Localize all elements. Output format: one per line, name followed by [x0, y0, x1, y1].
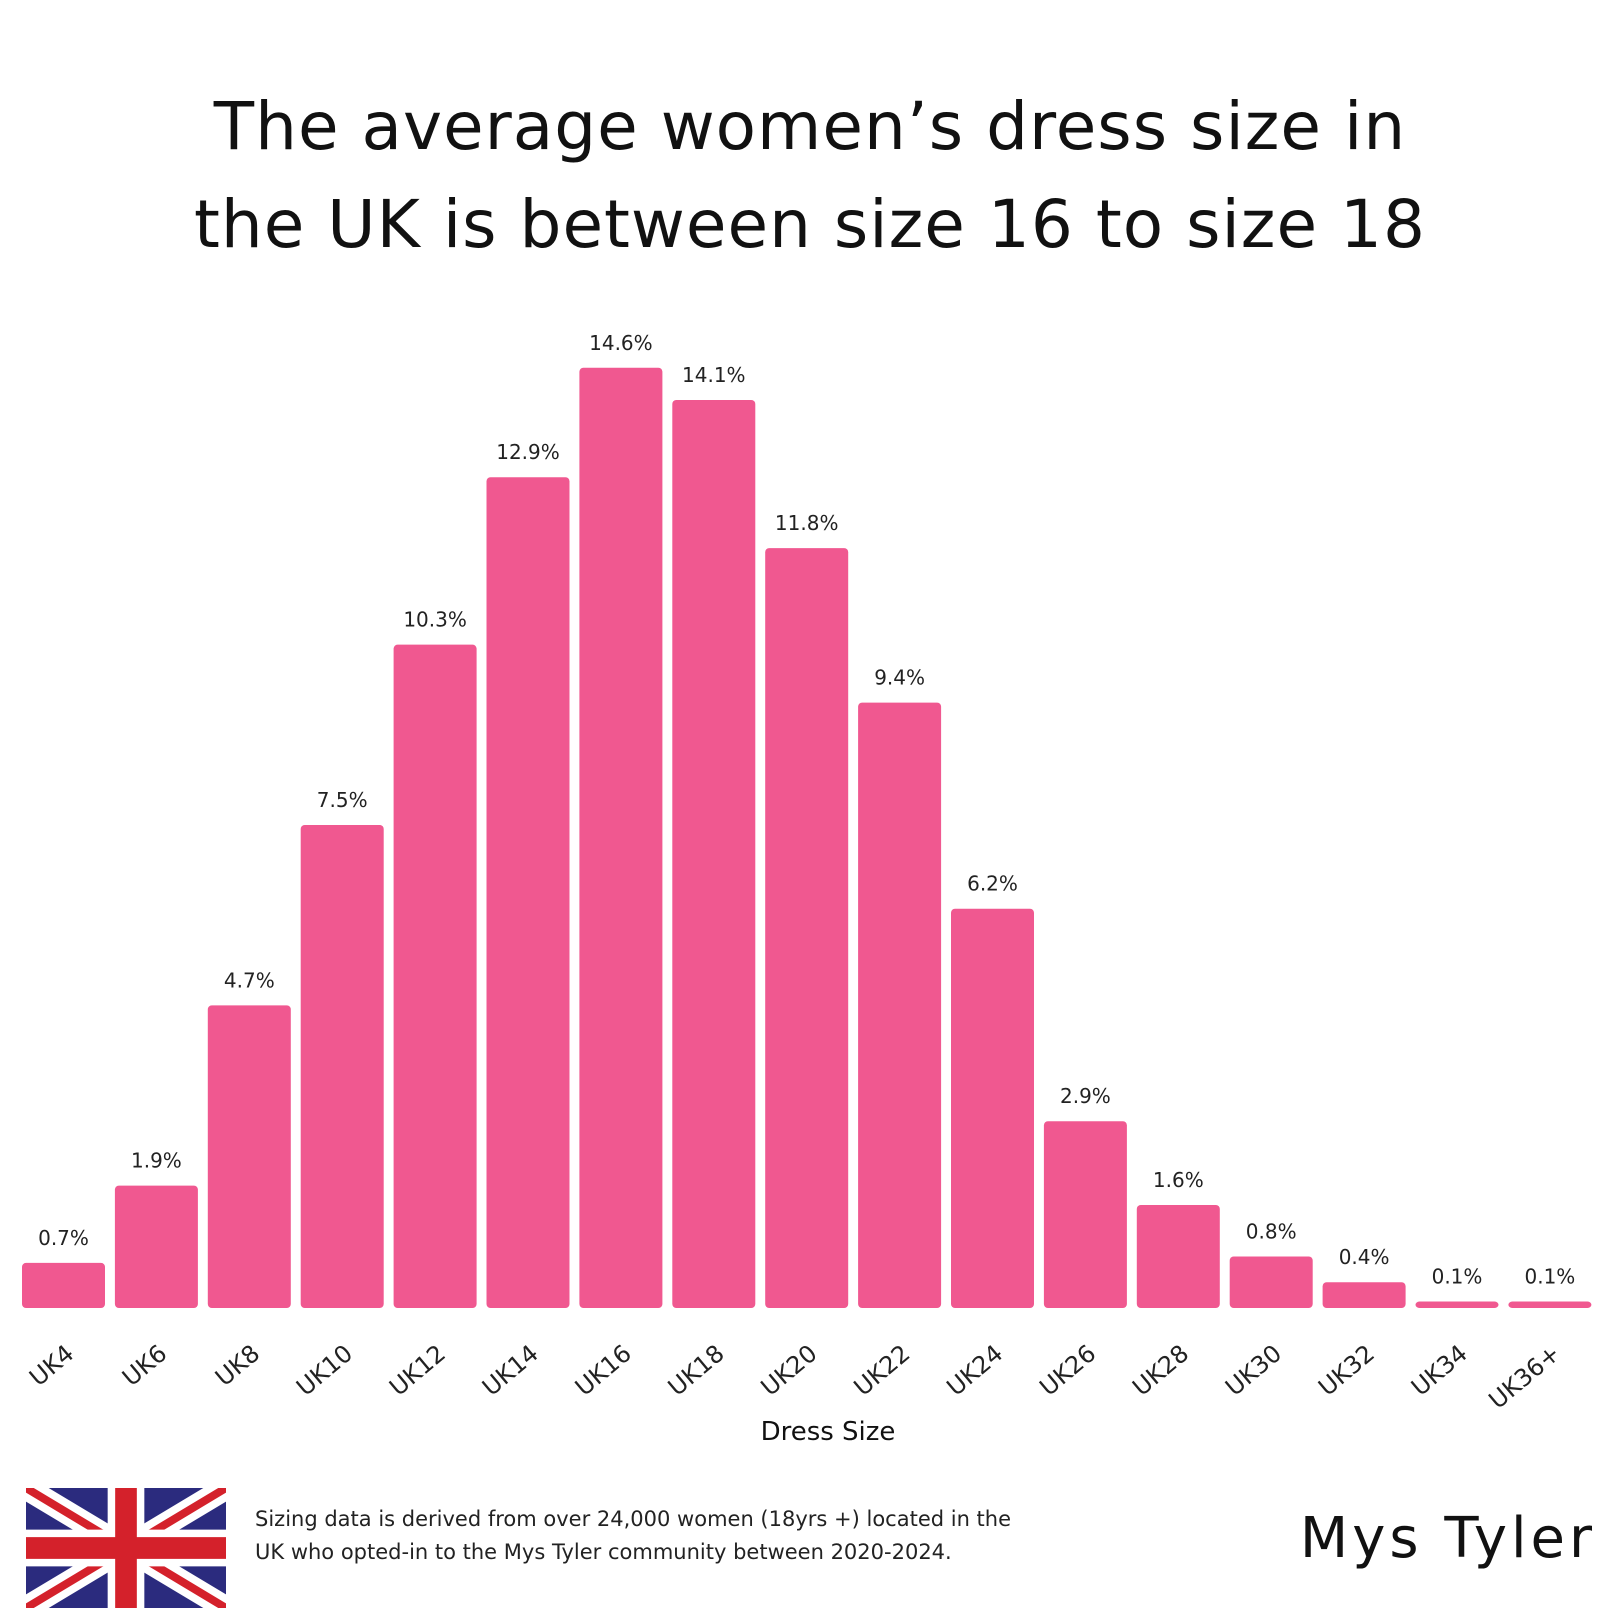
bar-uk18	[672, 399, 756, 1309]
value-label: 0.8%	[1246, 1219, 1297, 1243]
bar-uk16	[579, 367, 663, 1308]
value-label: 12.9%	[496, 440, 560, 464]
bar-uk20	[765, 548, 849, 1308]
x-tick-label: UK24	[941, 1339, 1008, 1401]
uk-flag-icon	[26, 1488, 226, 1608]
bar-uk8	[207, 1005, 291, 1308]
footnote-line-1: Sizing data is derived from over 24,000 …	[255, 1507, 1012, 1531]
value-label: 0.4%	[1339, 1245, 1390, 1269]
chart-title-line-1: The average women’s dress size in	[213, 88, 1407, 165]
bar-uk22	[858, 702, 942, 1308]
bar-uk4	[22, 1262, 105, 1308]
brand-logo: Mys Tyler	[1299, 1506, 1596, 1571]
bar-uk10	[300, 825, 384, 1308]
bar-uk30	[1229, 1256, 1313, 1308]
value-label: 9.4%	[874, 666, 925, 690]
x-tick-label: UK18	[663, 1339, 730, 1401]
value-label: 6.2%	[967, 872, 1018, 896]
footnote: Sizing data is derived from over 24,000 …	[255, 1503, 1135, 1569]
bar-uk34	[1415, 1301, 1499, 1308]
value-label: 14.1%	[682, 363, 746, 387]
value-label: 0.1%	[1432, 1265, 1483, 1289]
bar-uk24	[951, 908, 1034, 1308]
value-labels: 0.7% 1.9% 4.7% 7.5% 10.3% 12.9% 14.6% 14.1% 11.8…	[38, 331, 1575, 1289]
value-label: 7.5%	[317, 788, 368, 812]
bar-uk28	[1136, 1204, 1220, 1308]
value-label: 10.3%	[403, 608, 467, 632]
value-label: 0.7%	[38, 1226, 89, 1250]
x-axis-label: Dress Size	[761, 1417, 896, 1447]
chart-title-line-2: the UK is between size 16 to size 18	[193, 186, 1427, 263]
bar-uk26	[1043, 1121, 1127, 1308]
x-tick-label: UK36+	[1483, 1339, 1565, 1414]
x-tick-label: UK30	[1220, 1339, 1287, 1401]
x-tick-label: UK28	[1127, 1339, 1194, 1401]
x-tick-label: UK20	[756, 1339, 823, 1401]
bar-uk36plus	[1508, 1301, 1592, 1308]
value-label: 0.1%	[1524, 1265, 1575, 1289]
bar-uk14	[486, 477, 570, 1308]
x-tick-label: UK22	[849, 1339, 916, 1401]
x-tick-label: UK34	[1406, 1339, 1473, 1401]
x-tick-label: UK10	[291, 1339, 358, 1401]
x-tick-label: UK14	[477, 1339, 544, 1401]
footnote-line-2: UK who opted-in to the Mys Tyler communi…	[255, 1540, 952, 1564]
value-label: 1.9%	[131, 1149, 182, 1173]
bar-chart: 0.7% 1.9% 4.7% 7.5% 10.3% 12.9% 14.6% 14.1% 11.8…	[22, 331, 1592, 1447]
value-label: 11.8%	[775, 511, 839, 535]
bar-series	[22, 367, 1592, 1309]
value-label: 14.6%	[589, 331, 653, 355]
bar-uk32	[1322, 1282, 1406, 1308]
bar-uk12	[393, 644, 477, 1308]
value-label: 1.6%	[1153, 1168, 1204, 1192]
x-tick-label: UK6	[117, 1339, 172, 1392]
x-tick-label: UK32	[1313, 1339, 1380, 1401]
x-tick-label: UK4	[24, 1339, 79, 1392]
value-label: 2.9%	[1060, 1084, 1111, 1108]
value-label: 4.7%	[224, 968, 275, 992]
x-tick-label: UK16	[570, 1339, 637, 1401]
x-tick-labels: UK4 UK6 UK8 UK10 UK12 UK14 UK16 UK18 UK20 UK22 UK2…	[24, 1339, 1566, 1414]
bar-uk6	[114, 1185, 198, 1308]
chart-title: The average women’s dress size in the UK…	[60, 78, 1560, 274]
x-tick-label: UK8	[210, 1339, 265, 1392]
x-tick-label: UK12	[384, 1339, 451, 1401]
x-tick-label: UK26	[1034, 1339, 1101, 1401]
